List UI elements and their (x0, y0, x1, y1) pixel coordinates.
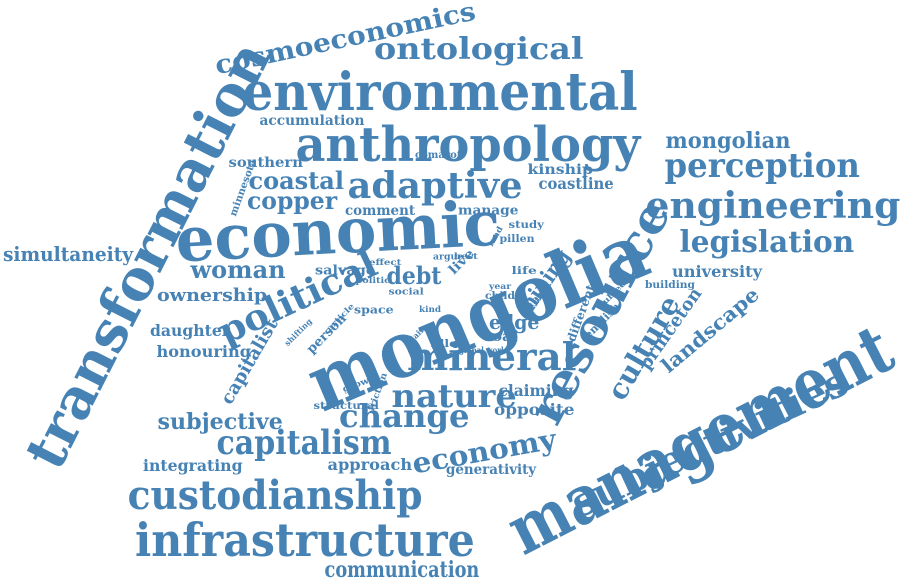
word-child: child (485, 291, 515, 302)
word-filled: filled (430, 339, 466, 350)
word-kinship: kinship (527, 162, 593, 178)
word-southern: southern (228, 155, 303, 171)
word-university: university (672, 262, 763, 281)
word-ownership: ownership (156, 285, 268, 306)
word-change: change (338, 397, 470, 435)
word-subjective: subjective (157, 409, 283, 435)
word-global-world: global world (458, 345, 509, 355)
word-communication: communication (324, 557, 480, 578)
word-opposite: opposite (493, 400, 575, 419)
word-accumulation: accumulation (259, 113, 365, 129)
word-comaroff: comaroff (415, 150, 465, 161)
word-woman: woman (190, 255, 286, 284)
word-coastline: coastline (538, 174, 614, 193)
word-pillen: pillen (499, 234, 535, 245)
word-infrastructure: infrastructure (134, 513, 475, 567)
word-best: best (454, 251, 478, 261)
word-politic: politic (355, 275, 391, 285)
word-mineral: mineral (407, 334, 577, 379)
word-life: life (511, 266, 537, 277)
word-debt: debt (386, 261, 442, 290)
word-space: space (353, 303, 394, 317)
word-coastal: coastal (248, 166, 344, 195)
word-argue: argue (433, 252, 464, 263)
word-manage: manage (457, 203, 519, 219)
word-claiming: claiming (498, 381, 574, 400)
word-nature: nature (391, 377, 517, 415)
word-daughter: daughter (149, 321, 231, 340)
word-social: social (388, 287, 424, 298)
word-environmental: environmental (242, 62, 638, 123)
word-approach: approach (327, 455, 413, 474)
word-salvage: salvage (315, 263, 376, 279)
word-custodianship: custodianship (127, 472, 423, 519)
word-engineering: engineering (645, 185, 900, 227)
word-legislation: legislation (679, 225, 855, 260)
word-kind: kind (419, 304, 441, 314)
word-structural: structural (313, 401, 379, 412)
word-ontological: ontological (374, 32, 584, 67)
word-comment: comment (344, 203, 416, 219)
word-study: study (508, 220, 544, 231)
word-year: year (488, 281, 512, 291)
word-anthropology: anthropology (295, 117, 641, 173)
word-perception: perception (664, 146, 860, 186)
word-effect: effect (369, 257, 402, 267)
word-adaptive: adaptive (347, 165, 523, 207)
word-generativity: generativity (446, 462, 537, 478)
word-simultaneity: simultaneity (2, 242, 134, 266)
word-capitalism: capitalism (216, 423, 392, 463)
word-coal: coal (482, 329, 518, 345)
word-edge: edge (489, 310, 540, 334)
word-mongolian: mongolian (665, 128, 791, 154)
word-building: building (644, 280, 695, 291)
word-copper: copper (247, 186, 338, 215)
word-integrating: integrating (143, 456, 243, 475)
word-honouring: honouring (156, 342, 252, 361)
